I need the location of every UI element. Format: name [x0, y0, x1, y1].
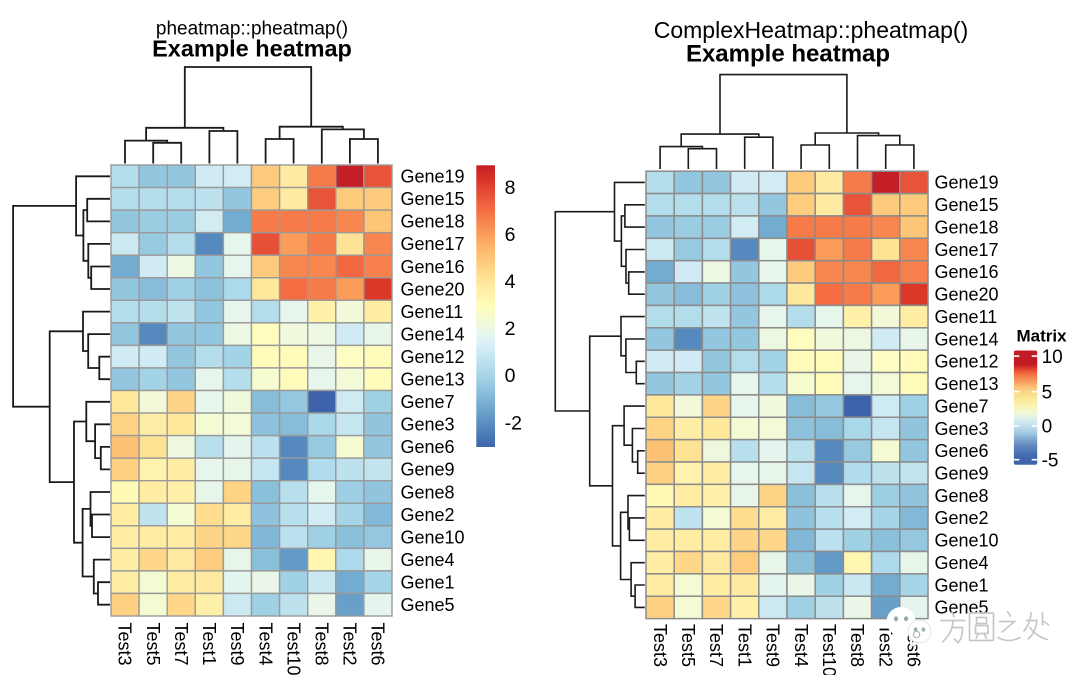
svg-text:5: 5	[1042, 382, 1053, 403]
svg-text:Test5: Test5	[678, 624, 698, 667]
svg-text:Gene11: Gene11	[401, 302, 464, 322]
svg-text:Test2: Test2	[875, 624, 895, 667]
svg-text:Gene3: Gene3	[935, 419, 989, 439]
svg-text:Test10: Test10	[819, 624, 839, 675]
svg-text:Gene17: Gene17	[935, 240, 999, 260]
svg-text:Gene6: Gene6	[935, 441, 989, 461]
svg-text:Test1: Test1	[734, 624, 754, 667]
svg-text:Test2: Test2	[340, 623, 360, 666]
svg-text:Gene2: Gene2	[935, 508, 989, 528]
svg-text:10: 10	[1042, 347, 1063, 368]
svg-text:Gene13: Gene13	[401, 370, 465, 390]
svg-text:Gene1: Gene1	[935, 575, 989, 595]
svg-text:Test9: Test9	[763, 624, 783, 667]
svg-text:Gene9: Gene9	[935, 464, 989, 484]
svg-text:Example heatmap: Example heatmap	[686, 40, 890, 67]
svg-text:Test4: Test4	[791, 624, 811, 667]
svg-text:Gene4: Gene4	[935, 553, 989, 573]
svg-text:Test8: Test8	[312, 623, 332, 666]
svg-text:Test6: Test6	[368, 623, 388, 666]
svg-text:Test7: Test7	[706, 624, 726, 667]
svg-text:-5: -5	[1042, 450, 1059, 471]
svg-text:Gene5: Gene5	[935, 598, 989, 618]
svg-text:Gene7: Gene7	[401, 392, 455, 412]
svg-text:2: 2	[505, 318, 516, 340]
svg-text:Test9: Test9	[227, 623, 247, 666]
svg-text:Gene19: Gene19	[935, 173, 999, 193]
svg-text:Test10: Test10	[283, 623, 303, 675]
svg-text:pheatmap::pheatmap(): pheatmap::pheatmap()	[156, 18, 348, 39]
svg-text:Gene2: Gene2	[401, 505, 455, 525]
svg-text:Gene8: Gene8	[401, 482, 455, 502]
svg-text:4: 4	[505, 271, 516, 293]
svg-text:0: 0	[1042, 417, 1053, 438]
svg-text:Gene4: Gene4	[401, 550, 455, 570]
svg-text:Gene6: Gene6	[401, 437, 455, 457]
svg-text:Gene1: Gene1	[401, 573, 455, 593]
svg-text:Test7: Test7	[171, 623, 191, 666]
svg-text:Gene9: Gene9	[401, 460, 455, 480]
svg-text:Gene20: Gene20	[935, 285, 999, 305]
svg-text:Gene8: Gene8	[935, 486, 989, 506]
svg-text:Test4: Test4	[255, 623, 275, 666]
svg-text:Gene10: Gene10	[935, 531, 999, 551]
svg-text:Example heatmap: Example heatmap	[152, 36, 352, 62]
svg-text:Gene14: Gene14	[401, 324, 465, 344]
svg-text:Gene14: Gene14	[935, 329, 999, 349]
svg-text:Gene5: Gene5	[401, 595, 455, 615]
svg-text:Gene10: Gene10	[401, 527, 465, 547]
svg-text:Test3: Test3	[650, 624, 670, 667]
svg-text:Gene13: Gene13	[935, 374, 999, 394]
svg-text:Test5: Test5	[143, 623, 163, 666]
svg-text:Gene20: Gene20	[401, 279, 465, 299]
svg-text:0: 0	[505, 365, 516, 387]
svg-text:Gene17: Gene17	[401, 234, 465, 254]
svg-text:Gene12: Gene12	[401, 347, 465, 367]
svg-text:Gene15: Gene15	[935, 195, 999, 215]
svg-text:Gene15: Gene15	[401, 189, 465, 209]
svg-text:Gene16: Gene16	[935, 262, 999, 282]
svg-text:Gene7: Gene7	[935, 396, 989, 416]
svg-text:8: 8	[505, 177, 516, 199]
svg-text:Gene16: Gene16	[401, 257, 465, 277]
svg-text:-2: -2	[505, 412, 522, 434]
svg-text:Gene12: Gene12	[935, 352, 999, 372]
svg-text:Gene19: Gene19	[401, 167, 465, 187]
svg-text:Gene11: Gene11	[935, 307, 998, 327]
svg-text:Gene18: Gene18	[935, 217, 999, 237]
svg-text:Test8: Test8	[847, 624, 867, 667]
svg-text:6: 6	[505, 224, 516, 246]
svg-text:Gene3: Gene3	[401, 415, 455, 435]
svg-text:Test3: Test3	[115, 623, 135, 666]
svg-text:Gene18: Gene18	[401, 212, 465, 232]
svg-text:Matrix: Matrix	[1017, 327, 1068, 346]
svg-text:Test1: Test1	[199, 623, 219, 666]
svg-text:ComplexHeatmap::pheatmap(): ComplexHeatmap::pheatmap()	[654, 17, 968, 43]
